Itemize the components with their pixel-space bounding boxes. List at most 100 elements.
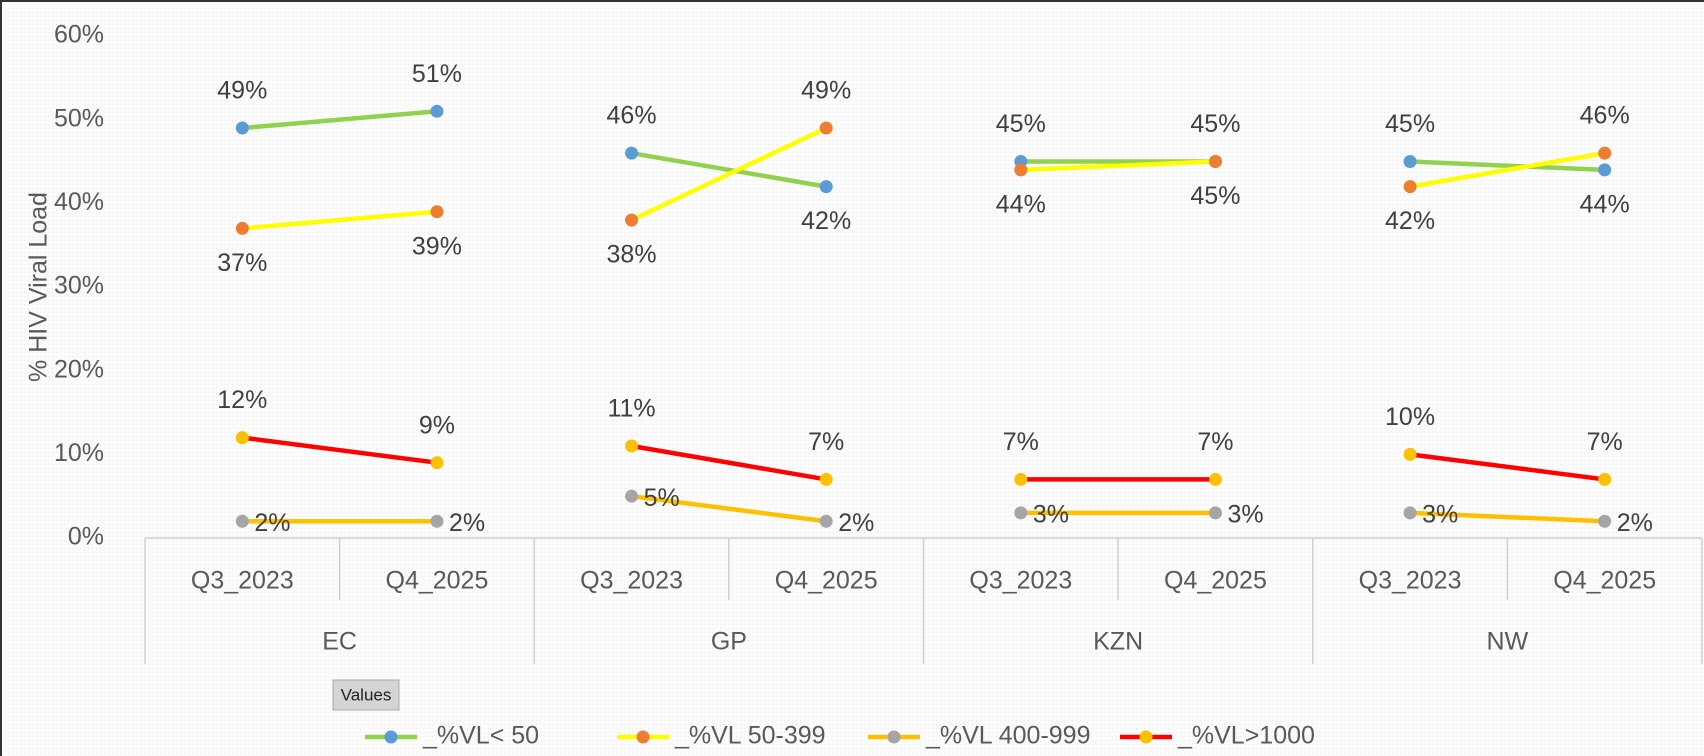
data-label: 2% <box>1617 509 1653 537</box>
series-line <box>242 209 438 231</box>
series-line <box>1409 150 1606 189</box>
data-point <box>235 431 249 445</box>
legend-marker <box>1139 730 1153 744</box>
data-label: 2% <box>254 509 290 537</box>
data-label: 46% <box>1580 102 1630 130</box>
y-axis-title: % HIV Viral Load <box>25 192 53 382</box>
data-point <box>235 514 249 528</box>
field-button[interactable] <box>332 679 400 711</box>
legend-marker <box>636 730 650 744</box>
series-line <box>631 150 827 189</box>
data-point <box>819 514 833 528</box>
data-point <box>819 472 833 486</box>
x-tick-label: Q3_2023 <box>1359 567 1462 595</box>
data-label: 2% <box>838 509 874 537</box>
series-line <box>631 443 827 482</box>
data-point <box>430 104 444 118</box>
data-point <box>235 221 249 235</box>
data-label: 9% <box>419 411 455 439</box>
x-tick-label: Q3_2023 <box>191 567 294 595</box>
data-point <box>1208 506 1222 520</box>
data-label: 3% <box>1227 501 1263 529</box>
legend-label: _%VL 400-999 <box>925 722 1090 750</box>
data-point <box>1403 447 1417 461</box>
group-label: GP <box>711 628 747 656</box>
data-point <box>1403 506 1417 520</box>
group-label: EC <box>322 628 357 656</box>
data-label: 37% <box>217 249 267 277</box>
data-label: 7% <box>1587 428 1623 456</box>
series-line <box>242 109 438 131</box>
data-label: 12% <box>217 386 267 414</box>
data-point <box>1598 514 1612 528</box>
data-point <box>1598 472 1612 486</box>
x-tick-label: Q4_2025 <box>775 567 878 595</box>
data-label: 7% <box>1003 428 1039 456</box>
y-tick-label: 0% <box>68 523 104 551</box>
y-tick-label: 60% <box>54 21 104 49</box>
data-label: 45% <box>1385 110 1435 138</box>
y-tick-label: 10% <box>54 439 104 467</box>
data-point <box>819 121 833 135</box>
data-label: 3% <box>1422 501 1458 529</box>
field-button-label[interactable]: Values <box>341 685 392 704</box>
data-label: 49% <box>217 77 267 105</box>
data-point <box>625 489 639 503</box>
data-point <box>625 213 639 227</box>
data-point <box>1208 155 1222 168</box>
data-point <box>430 456 444 470</box>
data-point <box>1403 180 1417 194</box>
data-label: 10% <box>1385 403 1435 431</box>
data-point <box>1014 472 1028 486</box>
group-label: NW <box>1487 628 1529 656</box>
legend-marker <box>384 730 398 744</box>
data-label: 5% <box>644 484 680 512</box>
data-point <box>625 439 639 453</box>
data-label: 3% <box>1033 501 1069 529</box>
data-point <box>819 180 833 194</box>
series-line <box>631 493 827 524</box>
data-label: 38% <box>607 241 657 269</box>
data-point <box>1403 155 1417 168</box>
x-tick-label: Q3_2023 <box>969 567 1072 595</box>
data-label: 7% <box>1197 428 1233 456</box>
data-label: 49% <box>801 77 851 105</box>
data-label: 7% <box>808 428 844 456</box>
x-tick-label: Q4_2025 <box>1553 567 1656 595</box>
data-label: 45% <box>1190 182 1240 210</box>
data-label: 42% <box>1385 207 1435 235</box>
legend-marker <box>887 730 901 744</box>
legend-label: _%VL>1000 <box>1177 722 1315 750</box>
data-point <box>1208 472 1222 486</box>
group-label: KZN <box>1093 628 1143 656</box>
series-line <box>630 125 828 223</box>
y-tick-label: 50% <box>54 104 104 132</box>
data-label: 45% <box>996 110 1046 138</box>
data-point <box>1598 146 1612 160</box>
series-line <box>1020 159 1216 173</box>
x-tick-label: Q4_2025 <box>386 567 489 595</box>
series-line <box>1409 159 1605 173</box>
y-tick-label: 40% <box>54 188 104 216</box>
data-point <box>1598 163 1612 177</box>
x-tick-label: Q3_2023 <box>580 567 683 595</box>
data-label: 45% <box>1190 110 1240 138</box>
legend-label: _%VL< 50 <box>422 722 539 750</box>
data-label: 44% <box>1580 190 1630 218</box>
data-point <box>625 146 639 160</box>
y-tick-label: 30% <box>54 272 104 300</box>
data-point <box>430 514 444 528</box>
series-line <box>1409 510 1605 524</box>
data-label: 42% <box>801 207 851 235</box>
data-label: 11% <box>607 395 655 423</box>
data-label: 2% <box>449 509 485 537</box>
data-label: 39% <box>412 232 462 260</box>
data-point <box>1014 163 1028 177</box>
data-label: 44% <box>996 190 1046 218</box>
data-label: 46% <box>607 102 657 130</box>
legend-label: _%VL 50-399 <box>674 722 826 750</box>
